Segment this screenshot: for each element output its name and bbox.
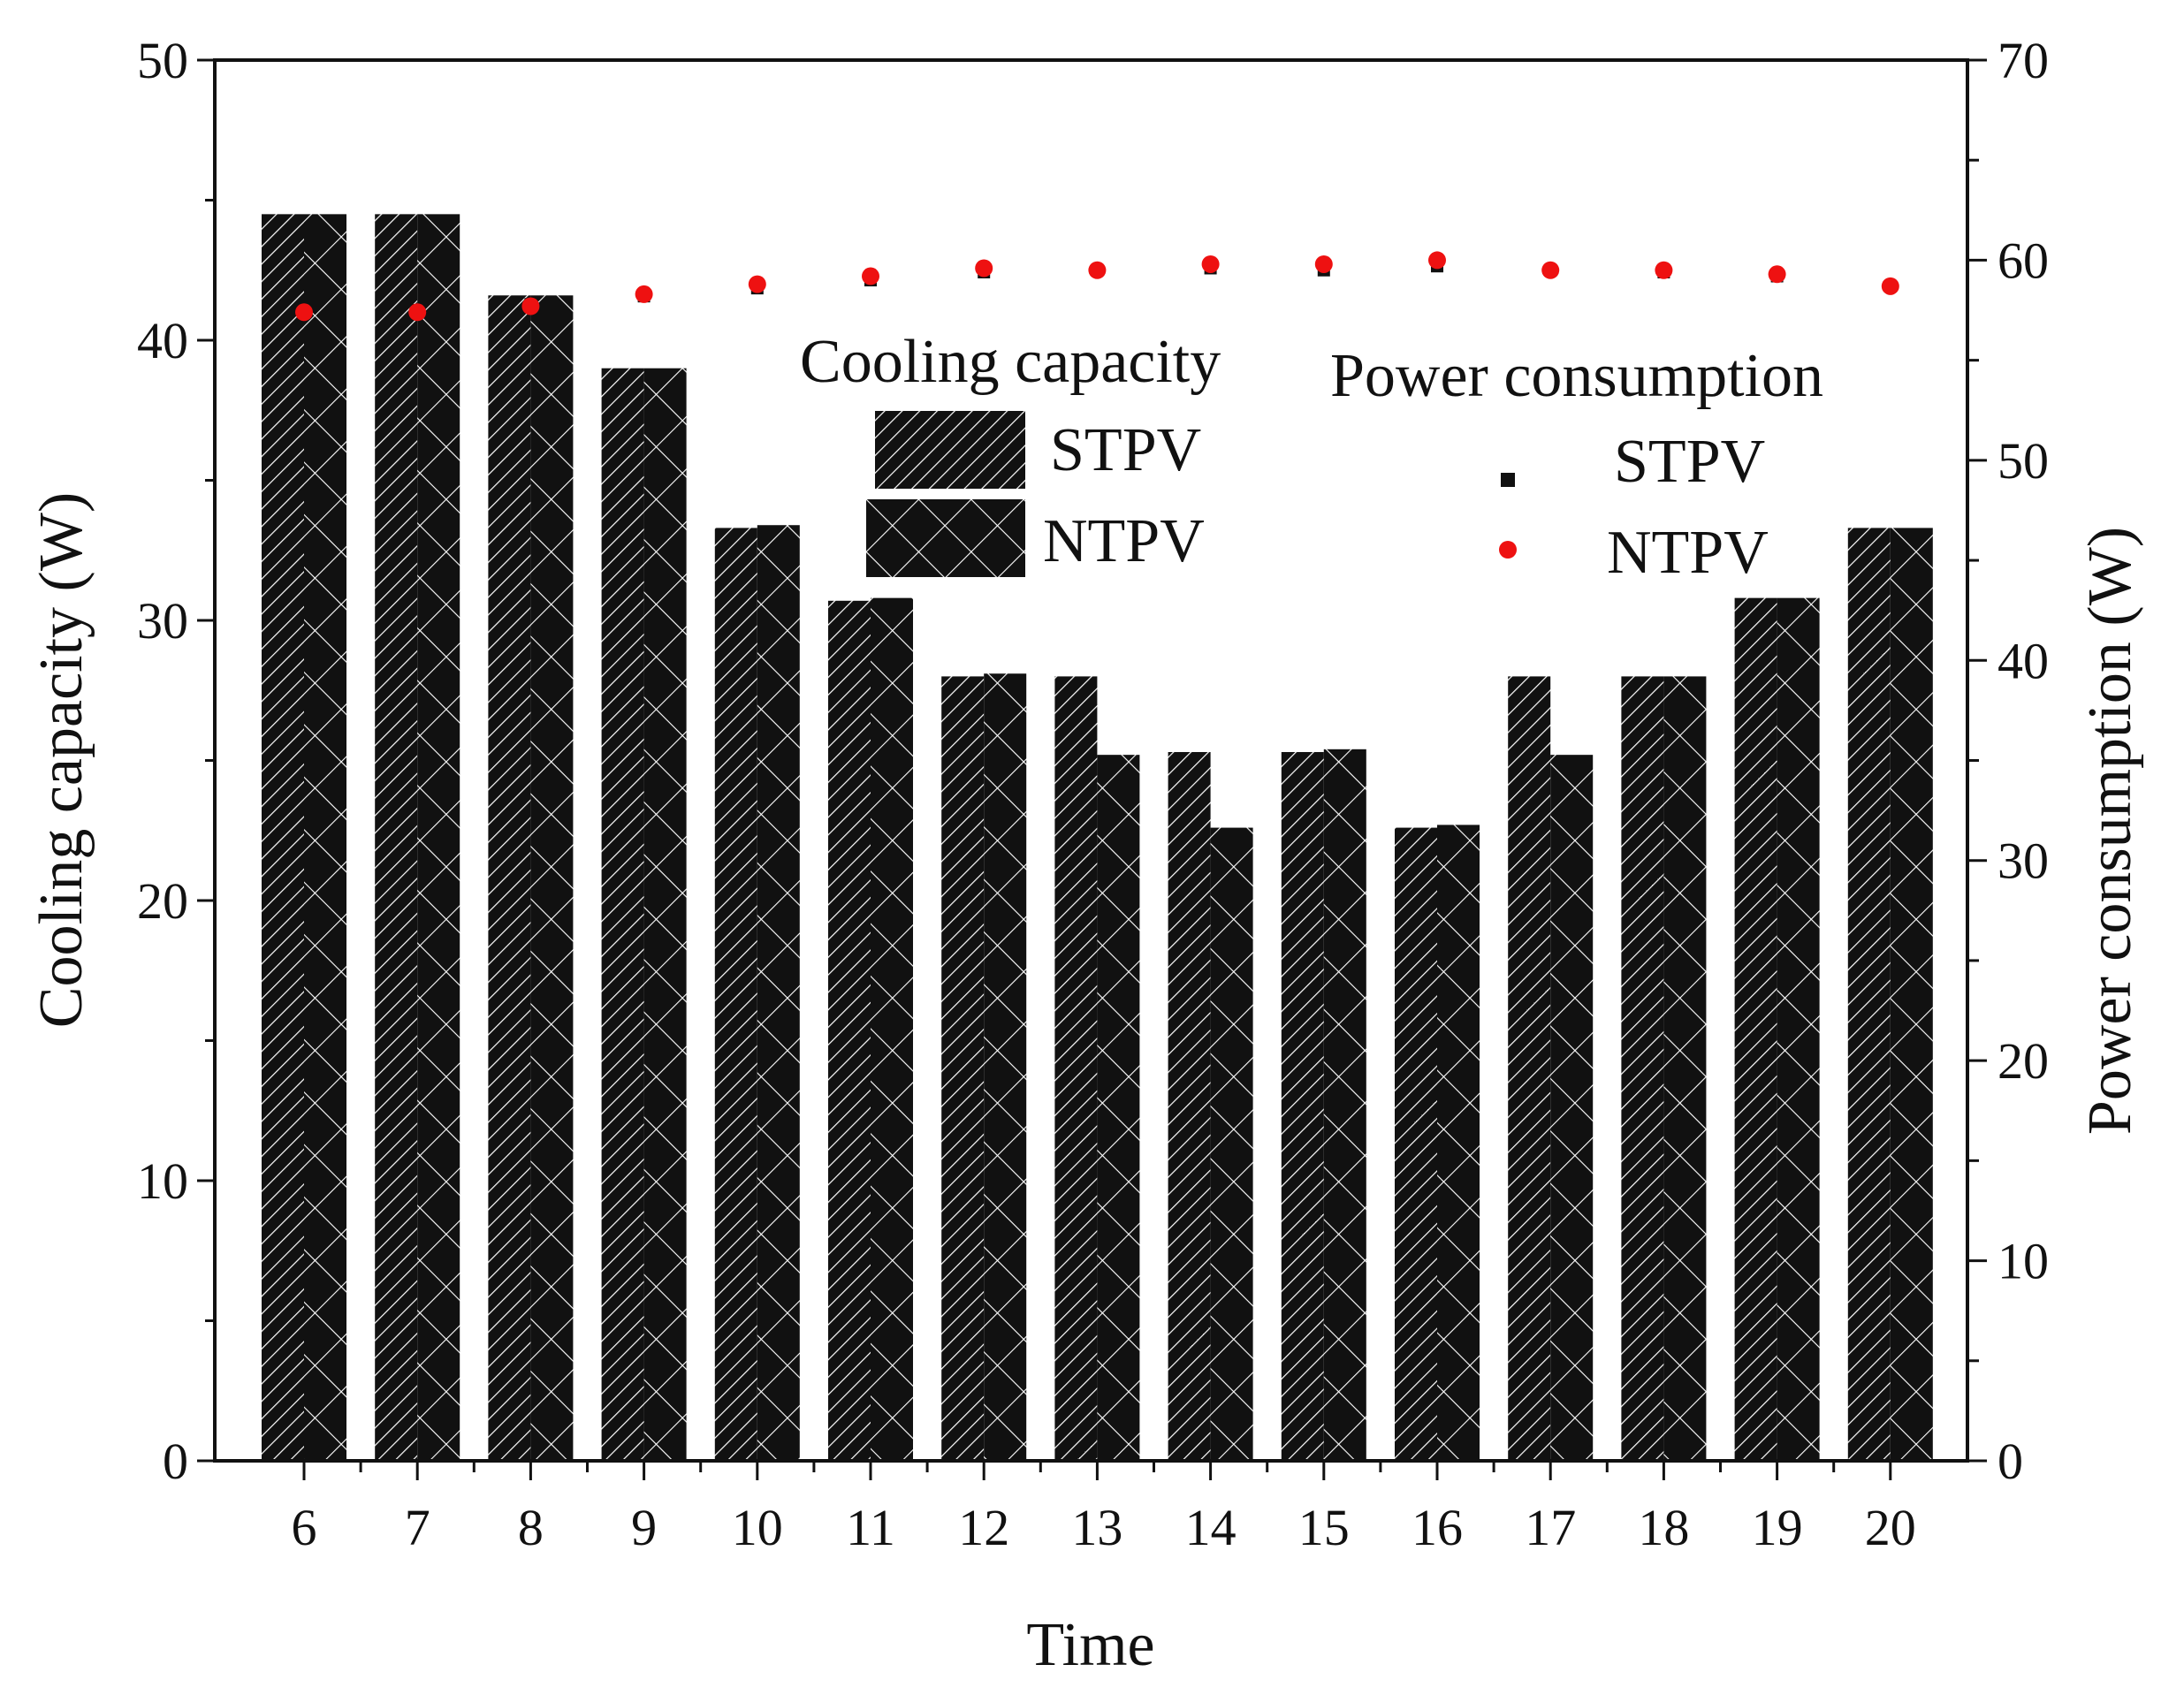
legend-ntpv-bar-label: NTPV — [1043, 507, 1205, 575]
bar-ntpv-15 — [1323, 749, 1366, 1461]
x-axis-tick-label-19: 19 — [1752, 1499, 1803, 1556]
x-axis-tick-label-9: 9 — [631, 1499, 657, 1556]
point-ntpv-13 — [1088, 261, 1107, 279]
point-ntpv-7 — [408, 303, 427, 322]
x-axis-tick-label-8: 8 — [518, 1499, 544, 1556]
scatter-layer — [295, 251, 1899, 322]
bar-ntpv-12 — [984, 673, 1027, 1461]
x-axis-tick-label-10: 10 — [732, 1499, 783, 1556]
bar-stpv-8 — [488, 295, 531, 1461]
bar-stpv-7 — [375, 214, 418, 1462]
bar-stpv-19 — [1734, 597, 1777, 1461]
y2-axis-title: Power consumption (W) — [2076, 527, 2144, 1135]
x-axis-tick-label-14: 14 — [1185, 1499, 1237, 1556]
point-ntpv-17 — [1541, 261, 1560, 279]
point-ntpv-18 — [1655, 261, 1673, 279]
bar-ntpv-11 — [871, 597, 913, 1461]
x-axis-title: Time — [1026, 1611, 1154, 1679]
right-axis-tick-label-70: 70 — [1998, 32, 2049, 89]
bar-stpv-18 — [1621, 676, 1664, 1461]
right-axis-tick-label-30: 30 — [1998, 832, 2049, 890]
bar-ntpv-6 — [304, 214, 346, 1462]
legend-ntpv-scatter-label: NTPV — [1607, 519, 1769, 587]
tick-labels: 0 10 20 30 40 50 0 10 20 30 40 50 60 70 6 7 8 9 10 11 12 13 14… — [137, 32, 2049, 1556]
bars-layer — [262, 214, 1933, 1462]
bar-ntpv-20 — [1890, 528, 1933, 1461]
x-axis-tick-label-20: 20 — [1865, 1499, 1916, 1556]
bar-stpv-10 — [714, 528, 757, 1461]
bar-ntpv-8 — [530, 295, 574, 1461]
x-axis-tick-label-15: 15 — [1298, 1499, 1350, 1556]
bar-stpv-15 — [1281, 751, 1324, 1461]
x-axis-tick-label-18: 18 — [1638, 1499, 1689, 1556]
right-axis-tick-label-50: 50 — [1998, 432, 2049, 490]
legend: Cooling capacity STPV NTPV Power consump… — [800, 328, 1823, 587]
x-axis-tick-label-16: 16 — [1412, 1499, 1463, 1556]
left-axis-tick-label-20: 20 — [137, 872, 188, 930]
legend-ntpv-circle-marker — [1499, 541, 1517, 559]
bar-stpv-14 — [1168, 751, 1211, 1461]
x-axis-tick-label-12: 12 — [958, 1499, 1009, 1556]
bar-ntpv-7 — [417, 214, 460, 1462]
left-axis-tick-label-40: 40 — [137, 312, 188, 369]
x-axis-tick-label-17: 17 — [1525, 1499, 1576, 1556]
left-axis-tick-label-50: 50 — [137, 32, 188, 89]
right-axis-tick-label-60: 60 — [1998, 232, 2049, 289]
legend-scatter-title: Power consumption — [1330, 342, 1823, 410]
bar-stpv-13 — [1054, 676, 1098, 1461]
legend-bar-title: Cooling capacity — [800, 328, 1221, 396]
x-axis-tick-label-13: 13 — [1071, 1499, 1122, 1556]
bar-ntpv-18 — [1663, 676, 1707, 1461]
legend-stpv-bar-swatch — [875, 411, 1025, 489]
bar-stpv-12 — [941, 676, 985, 1461]
bar-stpv-17 — [1508, 676, 1551, 1461]
legend-ntpv-bar-swatch — [866, 499, 1025, 577]
point-ntpv-10 — [748, 275, 766, 293]
tick-marks — [197, 58, 1987, 1480]
point-ntpv-20 — [1881, 277, 1899, 295]
bar-ntpv-13 — [1097, 755, 1140, 1461]
bar-stpv-6 — [262, 214, 304, 1462]
bar-stpv-16 — [1395, 827, 1437, 1461]
legend-stpv-bar-label: STPV — [1050, 416, 1201, 484]
legend-stpv-square-marker — [1501, 473, 1515, 487]
y-axis-title: Cooling capacity (W) — [27, 492, 95, 1028]
point-ntpv-19 — [1768, 265, 1786, 284]
bar-ntpv-17 — [1550, 755, 1594, 1461]
bar-ntpv-16 — [1437, 825, 1480, 1461]
bar-ntpv-10 — [757, 525, 800, 1461]
legend-stpv-scatter-label: STPV — [1614, 428, 1765, 496]
point-ntpv-11 — [862, 267, 879, 285]
left-axis-tick-label-10: 10 — [137, 1152, 188, 1210]
right-axis-tick-label-10: 10 — [1998, 1233, 2049, 1290]
point-ntpv-16 — [1428, 251, 1446, 270]
x-axis-tick-label-7: 7 — [405, 1499, 430, 1556]
bar-ntpv-19 — [1777, 597, 1820, 1461]
left-axis-tick-label-0: 0 — [163, 1433, 188, 1490]
right-axis-tick-label-0: 0 — [1998, 1433, 2023, 1490]
right-axis-tick-label-40: 40 — [1998, 632, 2049, 689]
left-axis-tick-label-30: 30 — [137, 592, 188, 650]
bar-stpv-9 — [601, 368, 644, 1462]
bar-stpv-20 — [1847, 528, 1891, 1461]
bar-stpv-11 — [828, 600, 871, 1461]
point-ntpv-8 — [521, 297, 540, 315]
x-axis-tick-label-11: 11 — [846, 1499, 895, 1556]
x-axis-tick-label-6: 6 — [292, 1499, 317, 1556]
point-ntpv-6 — [295, 303, 313, 322]
bar-ntpv-14 — [1210, 827, 1253, 1461]
point-ntpv-12 — [975, 259, 993, 277]
bar-ntpv-9 — [643, 368, 687, 1462]
right-axis-tick-label-20: 20 — [1998, 1032, 2049, 1090]
point-ntpv-9 — [635, 285, 653, 303]
point-ntpv-14 — [1201, 255, 1220, 273]
point-ntpv-15 — [1314, 255, 1333, 273]
